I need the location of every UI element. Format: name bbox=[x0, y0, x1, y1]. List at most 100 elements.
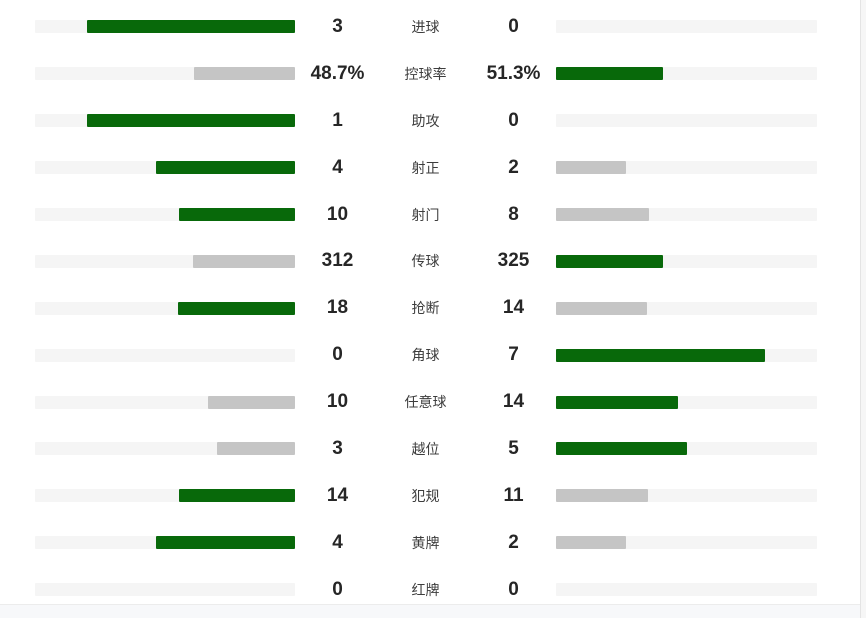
away-value: 8 bbox=[508, 203, 519, 225]
away-value: 7 bbox=[508, 344, 519, 366]
home-bar-fill bbox=[217, 442, 295, 456]
stat-row: 4 射正 2 bbox=[0, 144, 866, 191]
home-bar-track bbox=[35, 348, 295, 362]
stat-row: 3 越位 5 bbox=[0, 426, 866, 473]
scrollbar-track[interactable] bbox=[860, 0, 866, 618]
home-bar-track bbox=[35, 161, 295, 175]
stat-label: 进球 bbox=[411, 18, 440, 35]
away-value: 2 bbox=[508, 156, 519, 178]
stat-row: 0 红牌 0 bbox=[0, 566, 866, 613]
away-bar-track bbox=[556, 395, 817, 409]
stat-label: 射正 bbox=[411, 159, 440, 176]
stat-label: 红牌 bbox=[411, 581, 440, 598]
home-bar-fill bbox=[156, 161, 295, 175]
away-bar-track bbox=[556, 536, 817, 550]
away-value: 325 bbox=[497, 250, 530, 272]
stat-row: 1 助攻 0 bbox=[0, 97, 866, 144]
away-value: 0 bbox=[508, 578, 519, 600]
home-bar-fill bbox=[156, 536, 295, 550]
home-bar-track bbox=[35, 536, 295, 550]
home-bar-track bbox=[35, 489, 295, 503]
stat-label: 射门 bbox=[411, 206, 440, 223]
away-bar-track bbox=[556, 348, 817, 362]
stat-label: 控球率 bbox=[404, 65, 447, 82]
home-bar-track bbox=[35, 395, 295, 409]
away-bar-fill bbox=[556, 67, 664, 81]
away-value: 0 bbox=[508, 109, 519, 131]
home-bar-fill bbox=[178, 301, 295, 315]
home-bar-fill bbox=[179, 208, 295, 221]
home-bar-track bbox=[35, 208, 295, 221]
stat-label: 传球 bbox=[411, 253, 440, 270]
stat-row: 312 传球 325 bbox=[0, 238, 866, 285]
away-bar-track bbox=[556, 114, 817, 128]
away-bar-track bbox=[556, 301, 817, 315]
home-value: 48.7% bbox=[310, 62, 365, 84]
stat-label: 越位 bbox=[411, 440, 440, 457]
home-bar-track bbox=[35, 114, 295, 128]
home-value: 10 bbox=[326, 391, 349, 413]
away-bar-track bbox=[556, 20, 817, 34]
home-bar-track bbox=[35, 67, 295, 81]
away-bar-track bbox=[556, 254, 817, 268]
away-value: 14 bbox=[502, 297, 525, 319]
away-bar-fill bbox=[556, 489, 648, 503]
home-value: 1 bbox=[332, 109, 343, 131]
stat-row: 18 抢断 14 bbox=[0, 285, 866, 332]
home-bar-track bbox=[35, 301, 295, 315]
away-value: 11 bbox=[503, 484, 524, 506]
away-bar-fill bbox=[556, 348, 765, 362]
home-bar-fill bbox=[208, 395, 295, 409]
stat-row: 4 黄牌 2 bbox=[0, 519, 866, 566]
home-value: 10 bbox=[326, 203, 349, 225]
away-bar-fill bbox=[556, 301, 648, 315]
away-value: 51.3% bbox=[486, 62, 541, 84]
away-bar-fill bbox=[556, 254, 663, 268]
away-bar-track bbox=[556, 161, 817, 175]
away-bar-fill bbox=[556, 536, 626, 550]
stat-label: 黄牌 bbox=[411, 534, 440, 551]
home-bar-track bbox=[35, 442, 295, 456]
stat-label: 犯规 bbox=[411, 487, 440, 504]
stat-label: 抢断 bbox=[411, 300, 440, 317]
home-value: 4 bbox=[332, 156, 343, 178]
away-bar-track bbox=[556, 442, 817, 456]
home-bar-fill bbox=[87, 20, 295, 34]
next-section-divider bbox=[0, 604, 866, 618]
away-bar-fill bbox=[556, 442, 687, 456]
stat-row: 10 射门 8 bbox=[0, 191, 866, 238]
home-bar-track bbox=[35, 254, 295, 268]
away-bar-fill bbox=[556, 395, 678, 409]
home-value: 3 bbox=[332, 15, 343, 37]
away-bar-track bbox=[556, 208, 817, 221]
stat-row: 0 角球 7 bbox=[0, 332, 866, 379]
home-bar-track bbox=[35, 20, 295, 34]
home-value: 14 bbox=[326, 484, 349, 506]
home-bar-fill bbox=[178, 489, 295, 503]
stat-row: 10 任意球 14 bbox=[0, 379, 866, 426]
stat-label: 角球 bbox=[411, 347, 440, 364]
home-value: 4 bbox=[332, 531, 343, 553]
stat-row: 3 进球 0 bbox=[0, 4, 866, 51]
away-bar-track bbox=[556, 67, 817, 81]
home-bar-fill bbox=[193, 67, 295, 81]
home-value: 312 bbox=[321, 250, 354, 272]
stat-row: 48.7% 控球率 51.3% bbox=[0, 50, 866, 97]
home-bar-fill bbox=[193, 254, 295, 268]
home-value: 3 bbox=[332, 437, 343, 459]
away-bar-fill bbox=[556, 208, 649, 221]
home-bar-fill bbox=[87, 114, 295, 128]
stat-label: 任意球 bbox=[404, 394, 447, 411]
away-bar-fill bbox=[556, 161, 626, 175]
home-value: 0 bbox=[332, 578, 343, 600]
away-bar-track bbox=[556, 489, 817, 503]
home-value: 18 bbox=[326, 297, 349, 319]
home-value: 0 bbox=[332, 344, 343, 366]
away-value: 2 bbox=[508, 531, 519, 553]
stat-label: 助攻 bbox=[411, 112, 440, 129]
stat-row: 14 犯规 11 bbox=[0, 472, 866, 519]
away-value: 14 bbox=[502, 391, 525, 413]
away-bar-track bbox=[556, 583, 817, 597]
